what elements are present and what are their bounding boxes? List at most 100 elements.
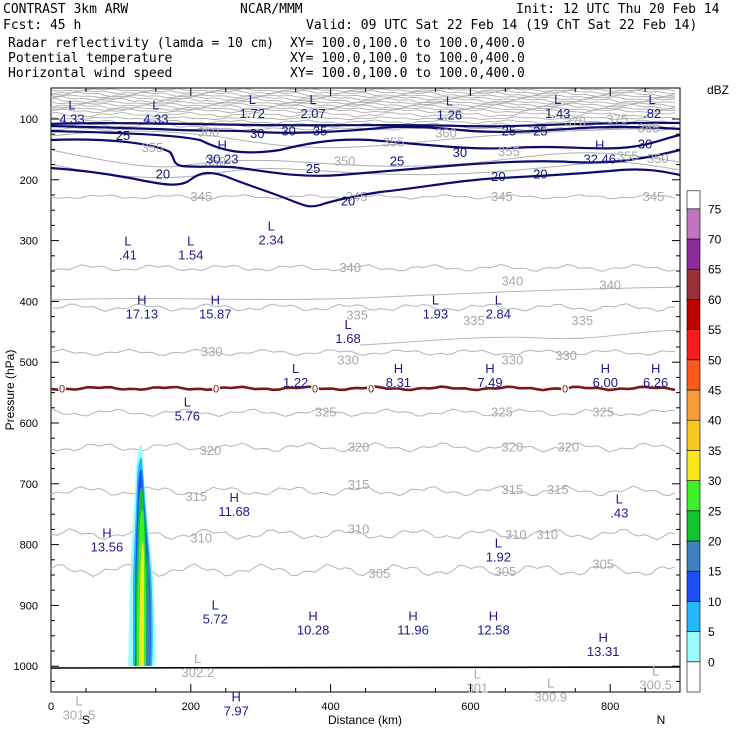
colorbar-swatch: [686, 419, 701, 451]
extremum-value: 300.5: [639, 677, 672, 692]
colorbar-swatch: [686, 540, 701, 572]
theta-contour-label: 305: [369, 566, 391, 581]
x-tick-label: 200: [182, 701, 200, 713]
wind-speed-label: 30: [281, 124, 295, 139]
high-marker: H: [308, 609, 317, 624]
extremum-value: 1.43: [545, 106, 570, 121]
wind-speed-label: 30: [453, 145, 467, 160]
y-tick-label: 400: [20, 296, 38, 308]
upper-isentrope: [50, 119, 676, 125]
theta-contour-label: 310: [505, 527, 527, 542]
wind-speed-label: 25: [533, 124, 547, 139]
model-title: CONTRAST 3km ARW: [3, 2, 128, 17]
colorbar-swatch: [686, 661, 701, 693]
low-marker: L: [649, 92, 656, 107]
extremum-value: 8.31: [386, 375, 411, 390]
extremum-value: 12.58: [477, 623, 510, 638]
extremum-value: 4.33: [59, 111, 84, 126]
colorbar-swatch: [686, 359, 701, 391]
organization: NCAR/MMM: [240, 2, 303, 17]
theta-contour-label: 315: [501, 482, 523, 497]
init-time: Init: 12 UTC Thu 20 Feb 14: [516, 2, 720, 17]
theta-contour-label: 315: [348, 477, 370, 492]
wind-speed-label: 30: [250, 126, 264, 141]
colorbar-tick-label: 40: [708, 414, 722, 428]
theta-contour: [50, 286, 681, 301]
theta-contour-label: 325: [592, 405, 614, 420]
colorbar-swatch: [686, 570, 701, 602]
wind-speed-label: 25: [306, 161, 320, 176]
zero-isotherm-label-bg: [367, 384, 375, 393]
upper-isentrope: [50, 111, 676, 118]
theta-contour-label: 335: [346, 307, 368, 322]
extremum-value: 7.97: [224, 703, 249, 718]
colorbar-tick-label: 50: [708, 353, 722, 367]
extremum-value: 11.96: [397, 623, 429, 638]
extremum-value: 301: [467, 680, 489, 695]
wind-speed-label: 20: [156, 167, 170, 182]
colorbar-swatch: [686, 208, 701, 240]
low-marker: L: [68, 97, 75, 112]
upper-isentrope: [50, 102, 676, 108]
theta-contour-label: 330: [555, 348, 577, 363]
theta-contour-label: 360: [435, 126, 457, 141]
y-tick-label: 1000: [14, 661, 38, 673]
extremum-value: 4.33: [143, 111, 168, 126]
terrain-surface: [50, 666, 681, 669]
x-tick-label: 0: [48, 701, 54, 713]
extremum-value: 1.93: [423, 306, 448, 321]
high-marker: H: [485, 361, 494, 376]
extremum-value: 10.28: [297, 623, 330, 638]
extremum-value: 302.2: [182, 665, 215, 680]
low-marker: L: [547, 675, 554, 690]
theta-contour: [50, 127, 681, 149]
theta-contour-label: 330: [501, 352, 523, 367]
extremum-value: 15.87: [199, 306, 232, 321]
extremum-value: 1.92: [486, 550, 511, 565]
wind-speed-label: 35: [313, 124, 327, 139]
theta-contour-label: 335: [571, 313, 593, 328]
colorbar-tick-label: 0: [708, 655, 715, 669]
low-marker: L: [194, 651, 201, 666]
upper-isentrope: [50, 96, 676, 101]
extremum-value: 30.23: [206, 151, 239, 166]
theta-contour-label: 370: [564, 114, 586, 129]
theta-contour-label: 325: [491, 405, 513, 420]
theta-contour-label: 305: [494, 564, 516, 579]
theta-contour-label: 365: [638, 121, 660, 136]
low-marker: L: [310, 92, 317, 107]
theta-contour-label: 305: [592, 557, 614, 572]
theta-contour-label: 355: [142, 140, 164, 155]
low-marker: L: [474, 666, 481, 681]
extremum-value: 1.68: [335, 331, 360, 346]
high-marker: H: [601, 361, 610, 376]
high-marker: H: [595, 137, 604, 152]
header: CONTRAST 3km ARW NCAR/MMM Init: 12 UTC T…: [3, 2, 720, 81]
extremum-value: 6.00: [593, 375, 618, 390]
colorbar-tick-label: 65: [708, 263, 722, 277]
high-marker: H: [599, 630, 608, 645]
extremum-value: .41: [119, 247, 137, 262]
extremum-value: 17.13: [126, 306, 159, 321]
high-marker: H: [211, 292, 220, 307]
upper-isentrope: [50, 116, 676, 121]
stratosphere-isentropes: [50, 88, 681, 179]
colorbar-tick-label: 30: [708, 474, 722, 488]
colorbar-tick-label: 5: [708, 625, 715, 639]
wind-speed-contour: [50, 129, 681, 154]
colorbar-swatch: [686, 480, 701, 512]
low-marker: L: [268, 218, 275, 233]
x-axis-label: Distance (km): [328, 713, 402, 727]
theta-contour-label: 345: [491, 189, 513, 204]
zero-isotherm-label-bg: [212, 384, 220, 393]
theta-contour-label: 325: [315, 405, 337, 420]
low-marker: L: [152, 97, 159, 112]
extremum-value: 11.68: [218, 504, 250, 519]
high-marker: H: [229, 490, 238, 505]
zero-isotherm: 0 0 0 0 0: [50, 383, 676, 395]
theta-contour-label: 360: [197, 124, 219, 139]
wind-speed-contours: [50, 121, 681, 208]
extremum-value: .82: [643, 106, 661, 121]
high-marker: H: [137, 292, 146, 307]
theta-contour: [50, 408, 676, 418]
